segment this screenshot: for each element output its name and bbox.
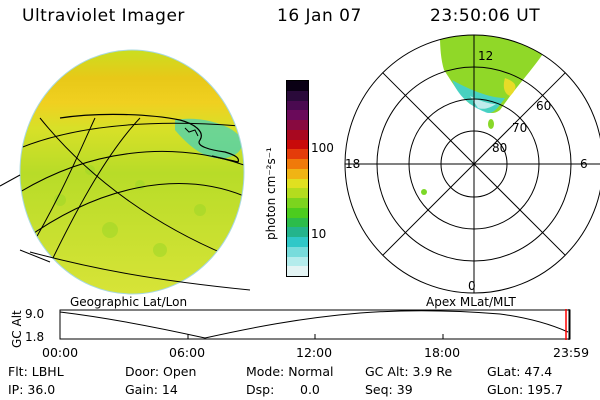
timeline-ymin: 1.8 [25,330,45,344]
mlat-label-60: 60 [536,99,551,113]
colorbar-segment [287,227,308,237]
earth-disk [20,50,244,294]
mlat-label-80: 80 [492,141,507,155]
apex-title: Apex MLat/MLT [426,295,516,309]
time-label: 23:50:06 UT [430,6,541,26]
dsp-label: Dsp: [246,382,275,397]
colorbar-segment [287,217,308,228]
colorbar-segment [287,168,308,179]
colorbar-segment [287,90,308,101]
colorbar-segment [287,256,308,267]
ip-status: IP: 36.0 [8,382,56,397]
colorbar-segment [287,266,308,276]
colorbar-segment [287,188,308,198]
door-status: Door: Open [125,364,197,379]
mlt-label-12: 12 [478,49,493,63]
mlt-label-18: 18 [345,157,360,171]
colorbar-segment [287,159,308,169]
colorbar [286,80,309,277]
instrument-title: Ultraviolet Imager [22,6,185,26]
colorbar-segment [287,246,308,257]
colorbar-segment [287,81,308,91]
colorbar-segment [287,198,308,208]
colorbar-segment [287,237,308,247]
tick-1200: 12:00 [296,345,333,360]
colorbar-segment [287,120,308,130]
colorbar-segment [287,129,308,140]
glat-status: GLat: 47.4 [487,364,553,379]
colorbar-segment [287,149,308,159]
mode-status: Mode: Normal [246,364,334,379]
tick-2359: 23:59 [553,345,590,360]
altitude-curve [59,310,569,339]
mlt-label-0: 0 [468,279,476,293]
colorbar-segment [287,139,308,150]
tick-0000: 00:00 [42,345,79,360]
timeline-ticks [59,334,570,339]
gain-status: Gain: 14 [125,382,178,397]
colorbar-tick-10: 10 [311,227,327,241]
tick-0600: 06:00 [169,345,206,360]
colorbar-segment [287,100,308,111]
filter-status: Flt: LBHL [8,364,64,379]
colorbar-segment [287,207,308,218]
colorbar-tick-100: 100 [311,141,334,155]
mlat-label-70: 70 [512,121,527,135]
glon-status: GLon: 195.7 [487,382,563,397]
tick-1800: 18:00 [424,345,461,360]
colorbar-segment [287,110,308,120]
dsp-value: 0.0 [300,382,320,397]
mlt-label-6: 6 [580,157,588,171]
timeline-ymax: 9.0 [25,307,45,321]
date-label: 16 Jan 07 [277,6,362,26]
colorbar-segment [287,178,308,189]
gc-alt-status: GC Alt: 3.9 Re [365,364,453,379]
seq-status: Seq: 39 [365,382,413,397]
geographic-title: Geographic Lat/Lon [70,295,188,309]
